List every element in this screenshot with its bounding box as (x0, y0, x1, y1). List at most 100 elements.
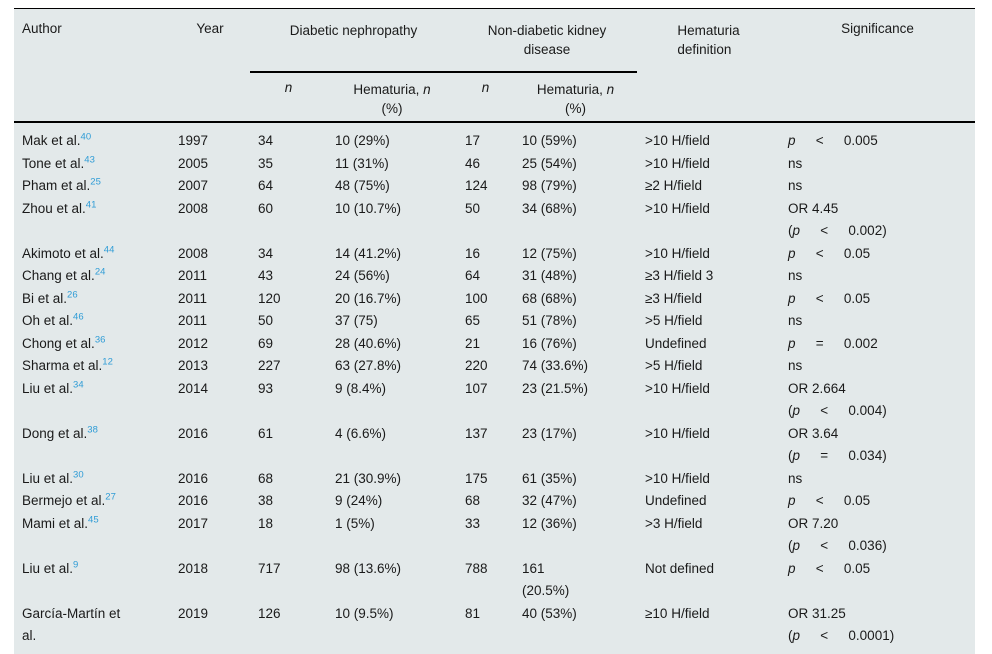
author-cell: García-Martín et al. (14, 603, 170, 654)
definition-cell: >10 H/field (645, 245, 710, 261)
table-row: Mami et al.45 2017 18 1 (5%) 33 12 (36%) >3 H/… (14, 513, 975, 558)
significance-cell: p = 0.002 (788, 335, 878, 351)
author-name: Zhou et al. (22, 200, 86, 216)
ndkd-hematuria-cell: 23 (21.5%) (522, 380, 589, 396)
dn-hematuria-cell: 98 (13.6%) (335, 560, 402, 576)
author-cell: Zhou et al.41 (14, 198, 170, 243)
definition-cell: >5 H/field (645, 313, 703, 328)
year-cell: 2016 (178, 425, 209, 441)
dn-hematuria-cell: 11 (31%) (335, 155, 389, 171)
ndkd-hematuria-cell: 16 (76%) (522, 335, 577, 351)
significance-cell: p < 0.05 (788, 493, 871, 508)
author-cell: Chong et al.36 (14, 333, 170, 356)
year-cell: 2016 (178, 470, 209, 486)
reference-link[interactable]: 38 (87, 424, 98, 435)
ndkd-hematuria-cell: 40 (53%) (522, 605, 577, 621)
ndkd-n-cell: 788 (465, 560, 488, 576)
dn-hematuria-cell: 9 (24%) (335, 493, 383, 508)
reference-link[interactable]: 41 (85, 199, 97, 210)
table-row: Liu et al.34 2014 93 9 (8.4%) 107 23 (21.5%) >… (14, 378, 975, 423)
dn-n-cell: 120 (258, 290, 281, 306)
reference-link[interactable]: 36 (94, 334, 106, 345)
table-row: Pham et al.25 2007 64 48 (75%) 124 98 (79%) ≥2… (14, 175, 975, 198)
dn-n-cell: 34 (258, 245, 274, 261)
ndkd-n-cell: 220 (465, 358, 488, 373)
reference-link[interactable]: 12 (102, 356, 113, 368)
significance-cell: OR 31.25 (p < 0.0001) (788, 605, 895, 644)
significance-cell: ns (788, 155, 803, 171)
dn-hematuria-cell: 63 (27.8%) (335, 358, 402, 373)
definition-cell: ≥2 H/field (645, 178, 702, 193)
definition-cell: >10 H/field (645, 200, 710, 216)
table-header: Author Year Diabetic nephropathy Non-dia… (14, 8, 976, 122)
table-row: Dong et al.38 2016 61 4 (6.6%) 137 23 (17%) >1… (14, 423, 975, 468)
dn-n-cell: 64 (258, 178, 274, 193)
table-row: Bermejo et al.27 2016 38 9 (24%) 68 32 (47%) U… (14, 490, 975, 513)
definition-cell: ≥3 H/field 3 (645, 268, 714, 283)
ndkd-hematuria-cell: 25 (54%) (522, 155, 577, 171)
reference-link[interactable]: 44 (103, 244, 115, 255)
significance-cell: ns (788, 268, 803, 283)
author-name: Oh et al. (22, 313, 74, 328)
dn-n-cell: 43 (258, 268, 274, 283)
dn-n-cell: 227 (258, 358, 281, 373)
dn-n-cell: 61 (258, 425, 274, 441)
ndkd-hematuria-cell: 23 (17%) (522, 425, 577, 441)
ndkd-hematuria-cell: 51 (78%) (522, 313, 577, 328)
ndkd-hematuria-cell: 161 (20.5%) (522, 560, 570, 599)
table-row: Tone et al.43 2005 35 11 (31%) 46 25 (54%) >10… (14, 153, 975, 176)
dn-n-cell: 34 (258, 133, 274, 148)
reference-link[interactable]: 43 (84, 154, 95, 165)
table-row: Akimoto et al.44 2008 34 14 (41.2%) 16 12 (75… (14, 243, 975, 266)
reference-link[interactable]: 25 (90, 176, 101, 188)
year-cell: 2011 (178, 268, 208, 283)
definition-cell: >5 H/field (645, 358, 703, 373)
ndkd-n-cell: 50 (465, 200, 481, 216)
dn-n-cell: 69 (258, 335, 274, 351)
reference-link[interactable]: 30 (73, 469, 84, 480)
author-name: Sharma et al. (22, 358, 103, 373)
reference-link[interactable]: 45 (88, 514, 99, 525)
reference-link[interactable]: 34 (73, 379, 84, 390)
year-cell: 1997 (178, 133, 209, 148)
author-name: Akimoto et al. (22, 245, 104, 261)
author-cell: Bi et al.26 (14, 288, 170, 311)
dn-n-cell: 93 (258, 380, 274, 396)
reference-link[interactable]: 26 (67, 289, 78, 300)
table-row: Mak et al.40 1997 34 10 (29%) 17 10 (59%) >10 … (14, 122, 975, 153)
dn-n-cell: 35 (258, 155, 274, 171)
reference-link[interactable]: 24 (94, 266, 106, 278)
year-cell: 2008 (178, 200, 209, 216)
author-name: Bi et al. (22, 290, 68, 306)
year-cell: 2011 (178, 290, 208, 306)
definition-cell: >10 H/field (645, 133, 710, 148)
significance-cell: OR 7.20 (p < 0.036) (788, 515, 887, 554)
dn-hematuria-cell: 24 (56%) (335, 268, 390, 283)
reference-link[interactable]: 27 (105, 491, 116, 503)
author-name: Bermejo et al. (22, 493, 106, 508)
author-cell: Liu et al.30 (14, 468, 170, 491)
year-cell: 2008 (178, 245, 209, 261)
significance-cell: p < 0.05 (788, 245, 871, 261)
table-row: Zhou et al.41 2008 60 10 (10.7%) 50 34 (68%) >… (14, 198, 975, 243)
table-row: Liu et al.30 2016 68 21 (30.9%) 175 61 (35%) >… (14, 468, 975, 491)
author-name: Tone et al. (22, 155, 85, 171)
significance-cell: p < 0.005 (788, 133, 878, 148)
year-cell: 2017 (178, 515, 209, 531)
group-header-non-diabetic-kidney-disease: Non-diabetic kidney disease (457, 8, 638, 73)
col-header-dn-n: n (284, 80, 293, 95)
ndkd-hematuria-cell: 98 (79%) (522, 178, 577, 193)
table-row: García-Martín et al. 2019 126 10 (9.5%) 81 40 … (14, 603, 975, 654)
reference-link[interactable]: 40 (80, 131, 92, 143)
significance-cell: OR 3.64 (p = 0.034) (788, 425, 887, 464)
ndkd-n-cell: 33 (465, 515, 481, 531)
ndkd-n-cell: 65 (465, 313, 481, 328)
year-cell: 2005 (178, 155, 209, 171)
ndkd-hematuria-cell: 32 (47%) (522, 493, 577, 508)
reference-link[interactable]: 9 (73, 559, 79, 570)
col-header-author: Author (22, 21, 62, 36)
reference-link[interactable]: 46 (73, 311, 84, 323)
author-name: Chang et al. (22, 268, 95, 283)
author-cell: Tone et al.43 (14, 153, 170, 176)
ndkd-n-cell: 64 (465, 268, 481, 283)
